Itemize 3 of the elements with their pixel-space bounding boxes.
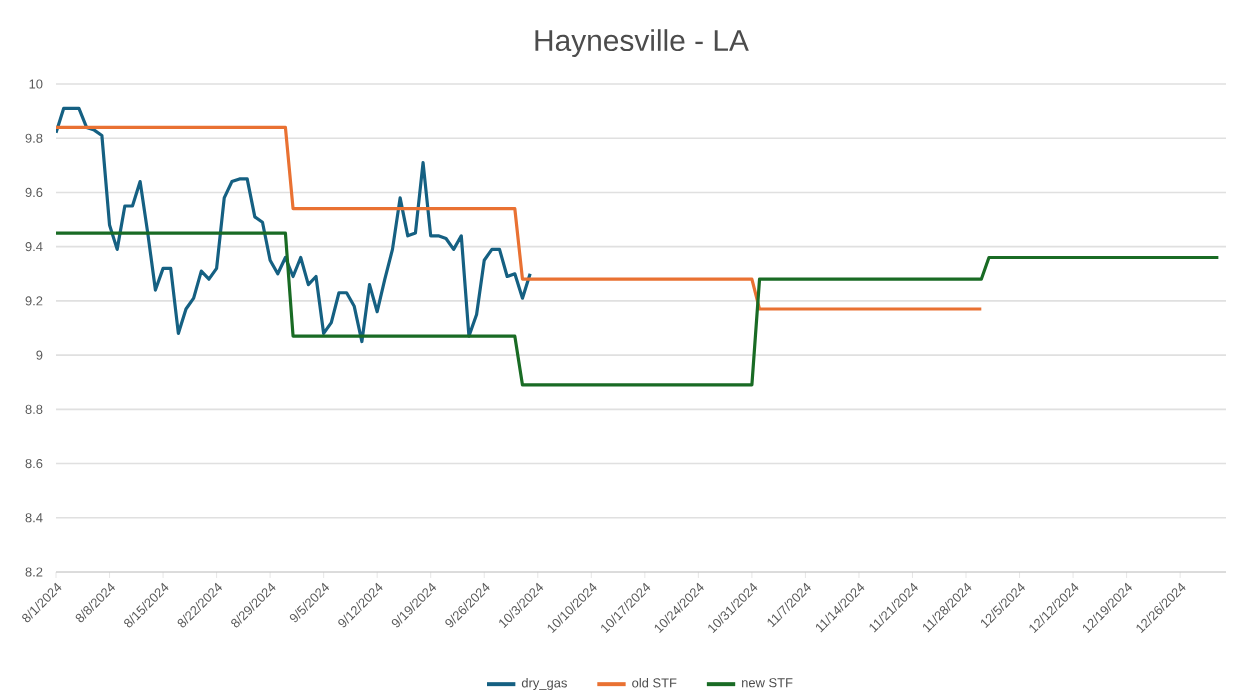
chart-title: Haynesville - LA [535,29,749,58]
line-series [56,125,983,311]
line-series [56,231,1220,387]
